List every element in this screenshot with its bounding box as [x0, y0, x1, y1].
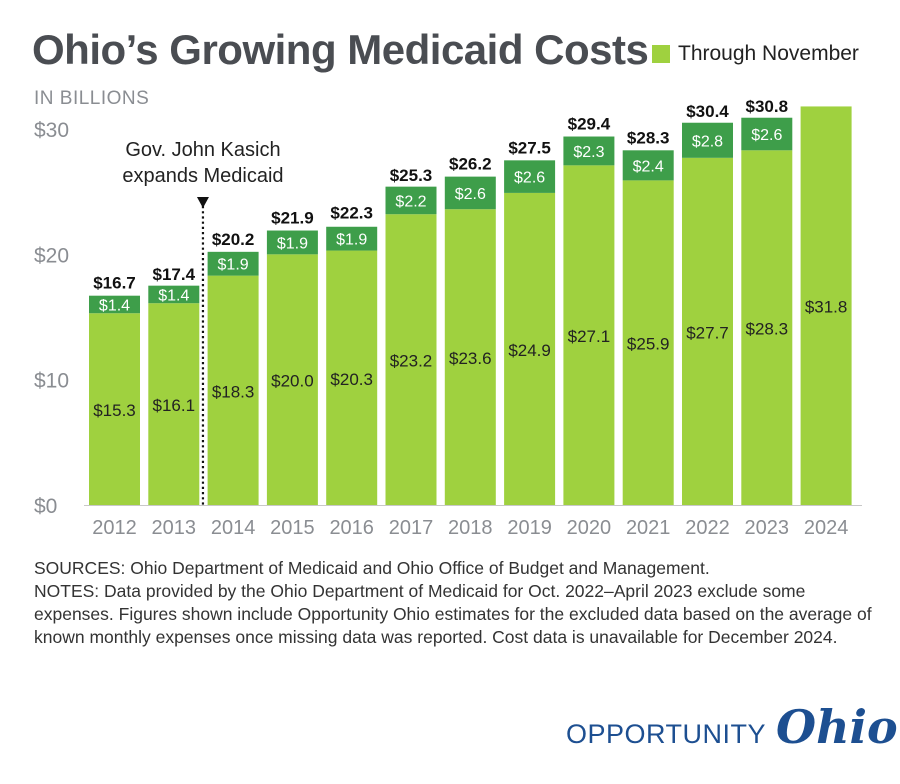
- bar-top-2012: [89, 295, 140, 314]
- bar-base-2012: [89, 313, 140, 505]
- bar-base-2018: [444, 209, 496, 506]
- x-tick-label-2014: 2014: [211, 517, 256, 539]
- bar-total-label-2015: $21.9: [271, 209, 314, 228]
- legend-label: Through November: [678, 42, 859, 65]
- unit-label: IN BILLIONS: [34, 88, 150, 109]
- logo-script: Ohio: [776, 700, 898, 754]
- x-tick-label-2012: 2012: [92, 517, 137, 539]
- annotation-text-line: Gov. John Kasich: [125, 139, 280, 161]
- annotation-arrow: [196, 197, 209, 208]
- bar-top-label-2018: $2.6: [455, 186, 486, 203]
- bar-top-2015: [266, 230, 318, 255]
- bar-top-label-2021: $2.4: [633, 158, 664, 175]
- bar-total-label-2013: $17.4: [153, 265, 196, 284]
- x-tick-label-2013: 2013: [152, 517, 197, 539]
- logo-word: OPPORTUNITY: [566, 719, 767, 749]
- bar-base-2013: [148, 303, 200, 505]
- y-tick-label: $20: [34, 244, 69, 267]
- bar-top-label-2019: $2.6: [514, 170, 545, 187]
- bar-total-label-2020: $29.4: [568, 115, 611, 134]
- bar-base-label-2018: $23.6: [449, 349, 492, 368]
- bar-base-label-2023: $28.3: [746, 320, 789, 339]
- bar-top-label-2023: $2.6: [751, 127, 782, 144]
- bar-top-label-2016: $1.9: [336, 232, 367, 249]
- x-tick-label-2018: 2018: [448, 517, 493, 539]
- bar-total-label-2022: $30.4: [686, 102, 729, 121]
- x-tick-label-2017: 2017: [389, 517, 434, 539]
- bar-base-2017: [385, 214, 437, 505]
- bar-top-2017: [385, 186, 437, 215]
- bar-base-label-2014: $18.3: [212, 382, 255, 401]
- x-tick-label-2020: 2020: [567, 517, 612, 539]
- bar-top-2022: [682, 122, 733, 158]
- annotation-text-line: expands Medicaid: [122, 165, 283, 187]
- bar-base-label-2015: $20.0: [271, 372, 314, 391]
- bar-base-2016: [326, 250, 378, 505]
- notes-text: NOTES: Data provided by the Ohio Departm…: [34, 581, 872, 647]
- bar-top-2018: [444, 176, 496, 210]
- y-tick-label: $0: [34, 495, 57, 518]
- bar-base-2021: [622, 180, 674, 506]
- bar-total-label-2021: $28.3: [627, 128, 670, 147]
- legend-swatch: [652, 45, 670, 63]
- x-tick-label-2024: 2024: [804, 517, 849, 539]
- bar-top-2020: [563, 136, 615, 166]
- bar-base-2024: [800, 106, 852, 505]
- bar-base-2019: [504, 192, 556, 506]
- bar-total-label-2017: $25.3: [390, 166, 433, 185]
- bar-total-label-2014: $20.2: [212, 230, 255, 249]
- bar-base-label-2020: $27.1: [568, 327, 611, 346]
- y-tick-label: $10: [34, 370, 69, 393]
- bar-base-label-2024: $31.8: [805, 298, 848, 317]
- bar-top-label-2020: $2.3: [573, 144, 604, 161]
- bar-base-label-2017: $23.2: [390, 352, 433, 371]
- chart-title: Ohio’s Growing Medicaid Costs: [32, 26, 649, 73]
- x-tick-label-2015: 2015: [270, 517, 315, 539]
- x-tick-label-2022: 2022: [685, 517, 730, 539]
- bar-top-label-2022: $2.8: [692, 133, 723, 150]
- bar-top-label-2012: $1.4: [99, 297, 130, 314]
- bar-top-label-2014: $1.9: [218, 257, 249, 274]
- bar-base-label-2021: $25.9: [627, 335, 670, 354]
- bar-base-2022: [682, 157, 733, 505]
- bar-total-label-2018: $26.2: [449, 155, 492, 174]
- bar-base-label-2022: $27.7: [686, 323, 729, 342]
- y-tick-label: $30: [34, 119, 69, 142]
- x-tick-label-2019: 2019: [507, 517, 552, 539]
- bar-chart: $0 $10 $20 $30 $15.3 $1.4 $16.7 2012 $16.1 $1.4 $1…: [34, 97, 862, 539]
- bar-top-2016: [326, 226, 378, 251]
- bar-top-label-2017: $2.2: [395, 193, 426, 210]
- legend: Through November: [652, 42, 859, 66]
- bar-base-label-2019: $24.9: [508, 341, 551, 360]
- bar-base-label-2013: $16.1: [153, 396, 196, 415]
- bar-base-label-2012: $15.3: [93, 401, 136, 420]
- bar-top-2014: [207, 251, 259, 276]
- bar-base-2020: [563, 165, 615, 505]
- bar-total-label-2016: $22.3: [330, 204, 373, 223]
- bar-base-2023: [741, 150, 793, 505]
- bar-total-label-2019: $27.5: [508, 138, 551, 157]
- bar-top-label-2015: $1.9: [277, 235, 308, 252]
- x-tick-label-2021: 2021: [626, 517, 671, 539]
- notes-block: SOURCES: Ohio Department of Medicaid and…: [34, 557, 874, 649]
- bar-total-label-2012: $16.7: [93, 274, 136, 293]
- x-tick-label-2023: 2023: [745, 517, 790, 539]
- x-tick-label-2016: 2016: [329, 517, 374, 539]
- bar-top-2023: [741, 117, 793, 151]
- bar-base-label-2016: $20.3: [330, 370, 373, 389]
- bar-total-label-2023: $30.8: [746, 97, 789, 116]
- sources-text: SOURCES: Ohio Department of Medicaid and…: [34, 558, 710, 578]
- bar-base-2014: [207, 275, 259, 505]
- opportunity-ohio-logo: OPPORTUNITY Ohio: [566, 700, 898, 754]
- bar-top-label-2013: $1.4: [158, 287, 189, 304]
- bar-top-2013: [148, 285, 200, 304]
- bar-top-2021: [622, 150, 674, 181]
- bar-base-2015: [266, 254, 318, 505]
- bar-top-2019: [504, 160, 556, 193]
